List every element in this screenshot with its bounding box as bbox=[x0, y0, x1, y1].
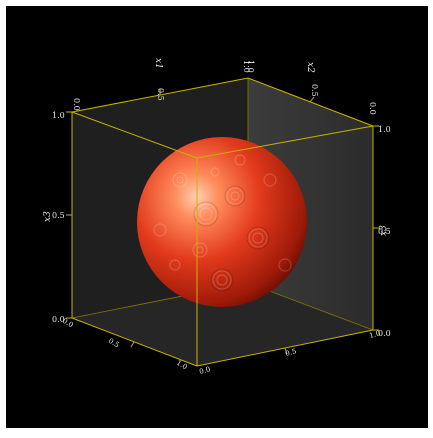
x3-axis-left: 1.0 0.5 0.0 x3 bbox=[43, 111, 65, 324]
x2-tick-1: 0.5 bbox=[310, 84, 319, 97]
bottom-axis-right: 0.0 0.5 1.0 bbox=[198, 329, 381, 376]
sphere bbox=[137, 137, 307, 307]
x1-axis-top: 0.0 0.5 1.0 x1 bbox=[72, 58, 251, 111]
bottom-right-tick-0: 0.0 bbox=[198, 365, 211, 376]
x3-left-tick-0: 0.0 bbox=[52, 315, 65, 324]
x3-left-label: x3 bbox=[43, 211, 53, 222]
x2-tick-0: 0.0 bbox=[368, 102, 377, 115]
x3-right-tick-1: 0.5 bbox=[378, 227, 391, 236]
tick-marks bbox=[66, 89, 379, 355]
x3-right-label: x3 bbox=[379, 225, 389, 236]
bottom-right-tick-2: 1.0 bbox=[368, 329, 381, 340]
x1-axis-label: x1 bbox=[153, 58, 163, 69]
x3-right-tick-0: 0.0 bbox=[378, 329, 391, 338]
x3-left-tick-1: 0.5 bbox=[52, 211, 65, 220]
bottom-right-tick-1: 0.5 bbox=[284, 347, 297, 358]
x2-axis-top: 1.0 0.5 0.0 x2 bbox=[246, 60, 377, 115]
sphere-surface-rings bbox=[153, 154, 292, 290]
x2-tick-2: 1.0 bbox=[246, 60, 255, 73]
sphere-surface-shadows bbox=[193, 185, 270, 292]
x3-right-tick-2: 1.0 bbox=[378, 125, 391, 134]
x1-tick-2: 1.0 bbox=[242, 60, 251, 73]
x3-left-tick-2: 1.0 bbox=[52, 111, 65, 120]
x2-axis-label: x2 bbox=[305, 62, 315, 73]
x1-tick-1: 0.5 bbox=[156, 88, 165, 101]
x3-axis-right: 1.0 0.5 0.0 x3 bbox=[378, 125, 391, 338]
x1-tick-0: 0.0 bbox=[72, 98, 81, 111]
